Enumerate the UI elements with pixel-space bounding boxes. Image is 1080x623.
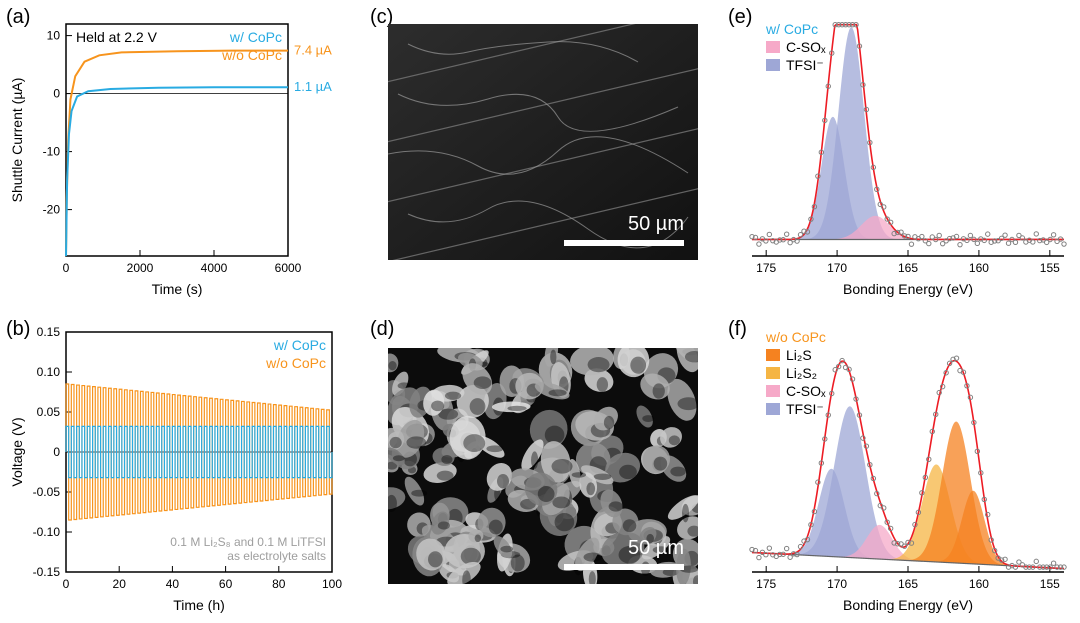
panel-b: 0 20 40 60 80 100 -0.15 -0.10 -0.05 0 0.05 0.10 0.15… bbox=[8, 318, 348, 616]
svg-text:Time (h): Time (h) bbox=[173, 597, 225, 613]
svg-text:0: 0 bbox=[53, 445, 60, 459]
svg-text:100: 100 bbox=[322, 577, 342, 591]
panel-e: 175 170 165 160 155 Bonding Energy (eV) w/ CoP… bbox=[734, 10, 1074, 300]
svg-text:80: 80 bbox=[272, 577, 286, 591]
svg-text:w/ CoPc: w/ CoPc bbox=[765, 21, 818, 37]
svg-text:Li₂S: Li₂S bbox=[786, 347, 812, 363]
svg-text:170: 170 bbox=[827, 577, 847, 591]
svg-text:-0.15: -0.15 bbox=[33, 565, 61, 579]
svg-text:Held at 2.2 V: Held at 2.2 V bbox=[76, 29, 158, 45]
svg-text:as electrolyte salts: as electrolyte salts bbox=[227, 549, 326, 563]
svg-text:0: 0 bbox=[63, 261, 70, 275]
scalebar-d: 50 µm bbox=[564, 537, 684, 570]
panel-c-sem: 50 µm bbox=[388, 24, 698, 260]
svg-text:160: 160 bbox=[969, 577, 989, 591]
svg-text:0.15: 0.15 bbox=[37, 325, 61, 339]
svg-text:20: 20 bbox=[113, 577, 127, 591]
svg-text:40: 40 bbox=[166, 577, 180, 591]
svg-text:Bonding Energy (eV): Bonding Energy (eV) bbox=[843, 597, 973, 613]
svg-text:w/o CoPc: w/o CoPc bbox=[765, 329, 826, 345]
svg-text:160: 160 bbox=[969, 261, 989, 275]
svg-text:0: 0 bbox=[53, 87, 60, 101]
svg-text:Li₂S₂: Li₂S₂ bbox=[786, 365, 817, 381]
scalebar-d-text: 50 µm bbox=[628, 537, 684, 559]
svg-text:TFSI⁻: TFSI⁻ bbox=[786, 401, 824, 417]
svg-text:Shuttle Current (µA): Shuttle Current (µA) bbox=[9, 78, 25, 203]
scalebar-c-text: 50 µm bbox=[628, 213, 684, 235]
svg-text:4000: 4000 bbox=[201, 261, 228, 275]
svg-text:1.1 µA: 1.1 µA bbox=[294, 79, 332, 94]
panel-a: 0 2000 4000 6000 -20 -10 0 10 Time (s) Shuttle Cu… bbox=[8, 10, 348, 300]
svg-text:Bonding Energy (eV): Bonding Energy (eV) bbox=[843, 281, 973, 297]
svg-text:-20: -20 bbox=[43, 203, 61, 217]
svg-text:6000: 6000 bbox=[275, 261, 302, 275]
svg-text:-0.10: -0.10 bbox=[33, 525, 61, 539]
svg-text:C-SOₓ: C-SOₓ bbox=[786, 39, 826, 55]
svg-text:w/o CoPc: w/o CoPc bbox=[221, 47, 282, 63]
svg-text:0.1 M Li₂S₈ and 0.1 M LiTFSI: 0.1 M Li₂S₈ and 0.1 M LiTFSI bbox=[170, 535, 326, 549]
svg-text:10: 10 bbox=[47, 29, 61, 43]
svg-text:Voltage (V): Voltage (V) bbox=[9, 417, 25, 486]
svg-text:-0.05: -0.05 bbox=[33, 485, 61, 499]
svg-text:7.4 µA: 7.4 µA bbox=[294, 43, 332, 58]
svg-text:155: 155 bbox=[1040, 577, 1060, 591]
svg-text:w/o CoPc: w/o CoPc bbox=[265, 355, 326, 371]
svg-text:165: 165 bbox=[898, 261, 918, 275]
svg-text:w/ CoPc: w/ CoPc bbox=[273, 337, 326, 353]
svg-text:165: 165 bbox=[898, 577, 918, 591]
svg-text:2000: 2000 bbox=[127, 261, 154, 275]
svg-text:-10: -10 bbox=[43, 145, 61, 159]
svg-text:175: 175 bbox=[756, 577, 776, 591]
svg-text:TFSI⁻: TFSI⁻ bbox=[786, 57, 824, 73]
svg-text:C-SOₓ: C-SOₓ bbox=[786, 383, 826, 399]
svg-text:0.05: 0.05 bbox=[37, 405, 61, 419]
svg-text:0: 0 bbox=[63, 577, 70, 591]
svg-text:0.10: 0.10 bbox=[37, 365, 61, 379]
panel-f: 175 170 165 160 155 Bonding Energy (eV) w/o Co… bbox=[734, 318, 1074, 616]
svg-text:170: 170 bbox=[827, 261, 847, 275]
panel-d-label: (d) bbox=[370, 318, 394, 341]
svg-text:155: 155 bbox=[1040, 261, 1060, 275]
svg-text:w/ CoPc: w/ CoPc bbox=[229, 29, 282, 45]
svg-text:Time (s): Time (s) bbox=[152, 281, 203, 297]
scalebar-c: 50 µm bbox=[564, 213, 684, 246]
svg-text:60: 60 bbox=[219, 577, 233, 591]
panel-d-sem: 50 µm bbox=[388, 348, 698, 584]
svg-text:175: 175 bbox=[756, 261, 776, 275]
